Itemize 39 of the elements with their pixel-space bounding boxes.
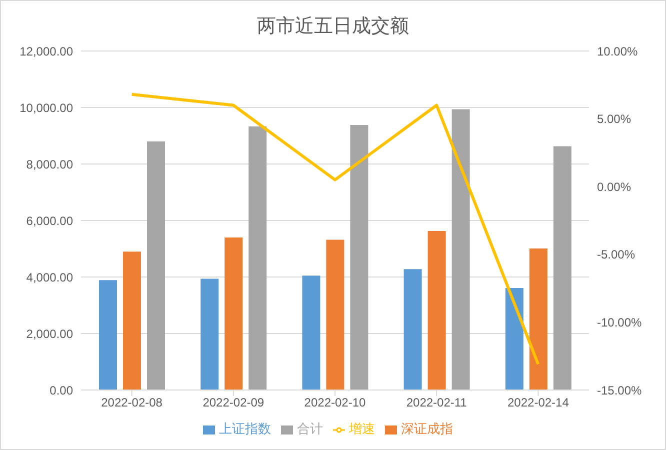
legend-label: 增速 [349, 421, 375, 436]
bar [505, 288, 524, 390]
legend-label: 合计 [297, 421, 323, 436]
y-tick-label: 0.00 [50, 383, 74, 398]
x-tick-label: 2022-02-14 [508, 396, 570, 410]
bar [553, 146, 572, 390]
y2-tick-label: -5.00% [597, 248, 636, 262]
bar [326, 240, 344, 390]
bar [452, 109, 470, 390]
x-tick-label: 2022-02-09 [202, 396, 264, 410]
bar [428, 230, 446, 390]
y2-tick-label: 0.00% [597, 180, 632, 194]
y-tick-label: 2,000.00 [26, 326, 74, 341]
chart-title: 两市近五日成交额 [256, 15, 410, 39]
line-series [130, 92, 540, 366]
y2-tick-label: 10.00% [597, 44, 638, 58]
y2-tick-label: -10.00% [597, 315, 642, 330]
legend-label: 深证成指 [401, 421, 453, 436]
y2-tick-label: 5.00% [597, 112, 632, 126]
y-tick-label: 4,000.00 [26, 270, 74, 284]
x-tick-label: 2022-02-10 [304, 396, 366, 410]
bar [147, 141, 165, 390]
bar [529, 248, 548, 390]
x-tick-label: 2022-02-11 [406, 396, 468, 410]
x-tick-label: 2022-02-08 [101, 396, 163, 410]
y-tick-label: 12,000.00 [20, 44, 74, 58]
bar [350, 125, 368, 390]
bar [99, 280, 117, 390]
bar [248, 126, 267, 390]
y2-tick-label: -15.00% [597, 383, 642, 398]
bar [302, 276, 320, 390]
bar [404, 269, 422, 390]
y-tick-label: 10,000.00 [20, 100, 74, 115]
y-tick-label: 6,000.00 [26, 214, 74, 228]
bar [224, 237, 243, 390]
legend-label: 上证指数 [219, 421, 271, 436]
bar [200, 278, 219, 390]
bar [123, 252, 141, 390]
y-tick-label: 8,000.00 [26, 157, 74, 172]
